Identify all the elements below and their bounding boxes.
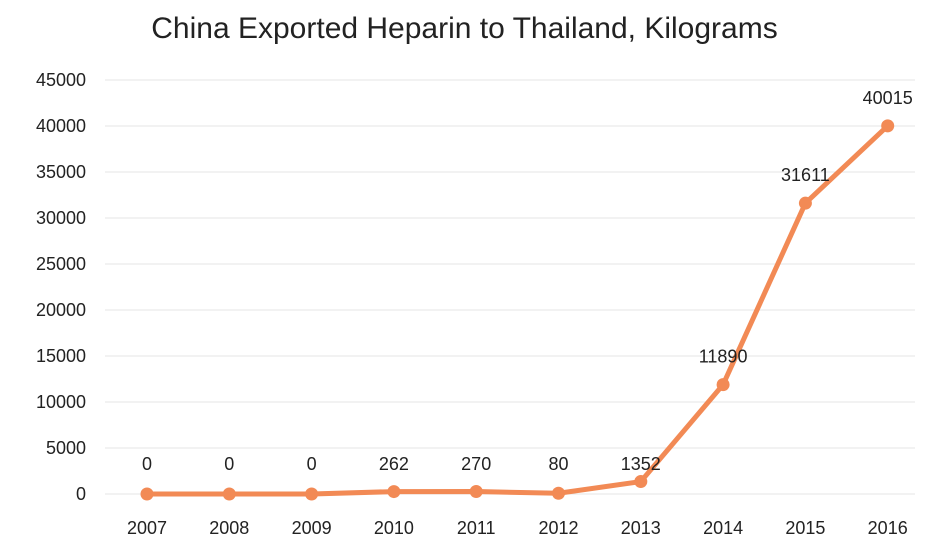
y-tick-label: 0 <box>76 484 86 504</box>
data-label: 80 <box>548 454 568 474</box>
data-label: 11890 <box>699 347 748 367</box>
data-point <box>469 485 483 499</box>
y-tick-label: 45000 <box>36 70 86 90</box>
chart-title: China Exported Heparin to Thailand, Kilo… <box>151 12 778 45</box>
data-point <box>552 486 565 500</box>
y-tick-label: 5000 <box>46 438 86 458</box>
data-label: 0 <box>307 454 317 474</box>
y-tick-label: 25000 <box>36 254 86 274</box>
data-point <box>140 487 154 501</box>
data-point <box>881 119 895 133</box>
x-tick-label: 2009 <box>292 518 332 538</box>
data-label: 31611 <box>781 165 830 185</box>
x-tick-label: 2012 <box>538 518 578 538</box>
x-tick-label: 2011 <box>457 518 496 538</box>
data-point <box>716 378 730 392</box>
data-label: 270 <box>461 454 491 474</box>
y-tick-label: 35000 <box>36 162 86 182</box>
y-tick-label: 40000 <box>36 116 86 136</box>
data-label: 40015 <box>863 88 913 108</box>
data-label: 0 <box>142 454 152 474</box>
data-point <box>798 196 812 210</box>
y-tick-label: 20000 <box>36 300 86 320</box>
data-label: 0 <box>224 454 234 474</box>
y-tick-label: 10000 <box>36 392 86 412</box>
x-tick-label: 2015 <box>785 518 825 538</box>
data-label: 262 <box>379 454 409 474</box>
series-line <box>144 123 891 497</box>
data-label: 1352 <box>621 454 661 474</box>
data-point <box>222 487 236 501</box>
x-tick-label: 2013 <box>621 518 661 538</box>
y-tick-label: 15000 <box>36 346 86 366</box>
x-tick-label: 2010 <box>374 518 414 538</box>
x-tick-label: 2014 <box>703 518 743 538</box>
x-tick-label: 2007 <box>127 518 167 538</box>
data-point <box>305 487 319 501</box>
y-tick-label: 30000 <box>36 208 86 228</box>
data-point <box>634 475 648 489</box>
x-tick-label: 2016 <box>868 518 908 538</box>
data-point <box>387 485 401 499</box>
x-tick-label: 2008 <box>209 518 249 538</box>
